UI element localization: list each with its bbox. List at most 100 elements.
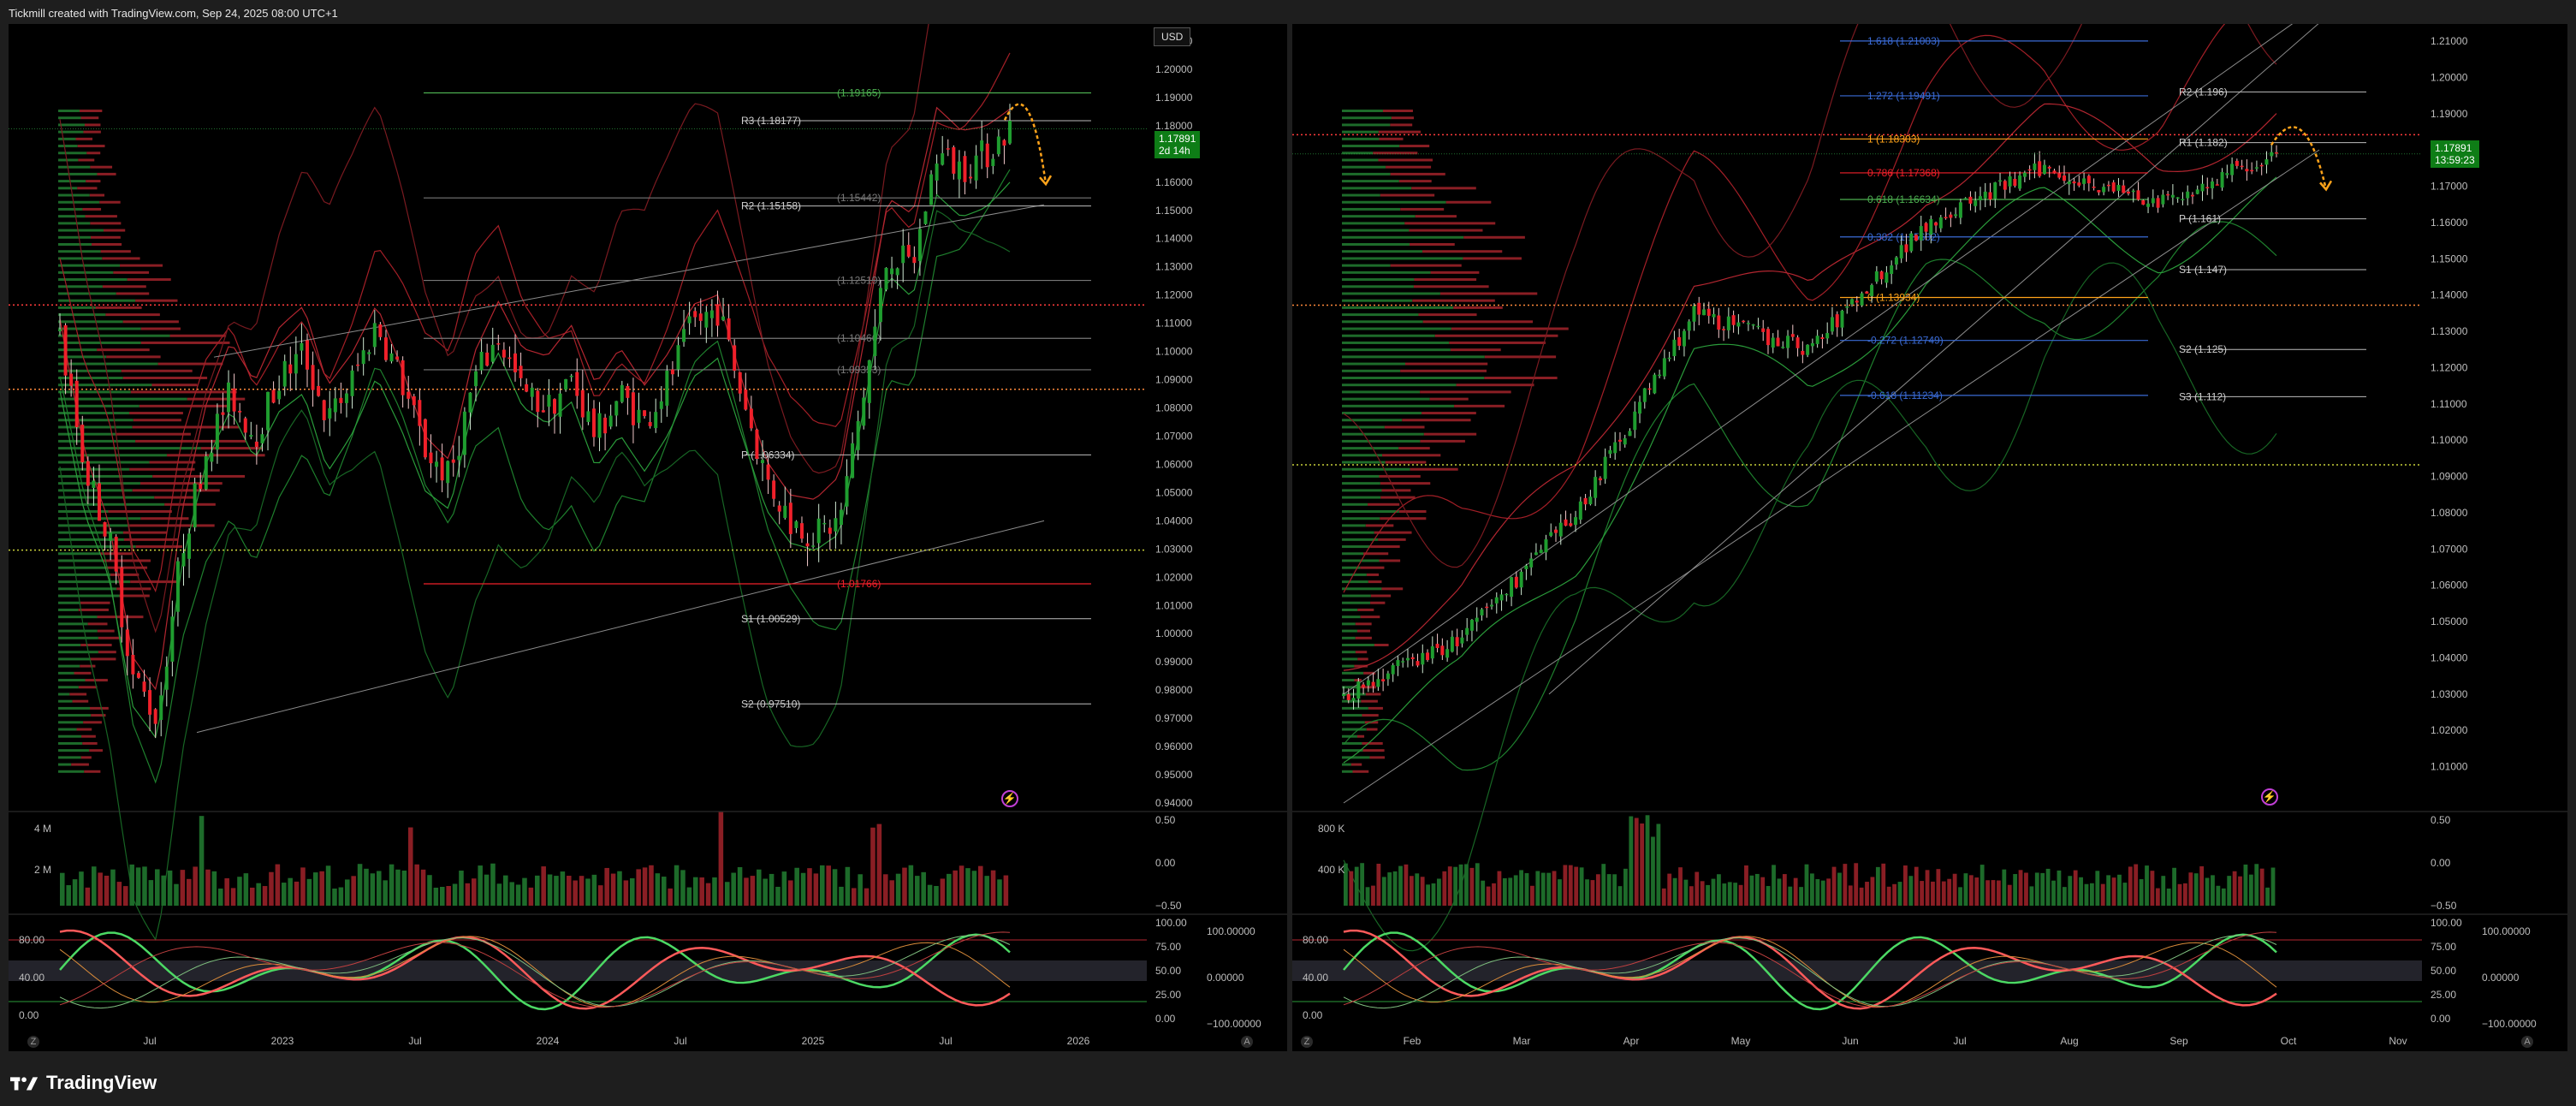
auto-scale-icon[interactable]: A [1241,1036,1253,1048]
volume-bar [135,867,141,906]
candle [1549,523,1553,538]
volume-profile-bar-down [140,517,189,520]
candle [1440,638,1445,660]
candle [1786,330,1790,359]
timezone-icon[interactable]: Z [1301,1036,1313,1048]
volume-profile-bar-up [1342,699,1362,703]
volume-bar [775,886,781,906]
time-label: Feb [1404,1035,1422,1047]
volume-profile-bar-up [1342,502,1368,506]
volume-profile-bar-up [58,622,88,626]
candle [1766,326,1770,354]
volume-profile-bar-up [58,734,82,738]
tradingview-logo[interactable]: TradingView [10,1072,157,1094]
volume-bar [1612,874,1617,906]
candle [125,615,129,676]
timezone-icon[interactable]: Z [27,1036,39,1048]
volume-profile-bar-up [58,292,116,295]
volume-bar [2227,876,2232,906]
volume-profile-bar-down [200,447,263,450]
candle-body [985,143,989,168]
volume-bar [440,886,445,906]
candle [1598,476,1602,485]
projection-arrow [2270,126,2328,190]
volume-bar [1420,877,1425,906]
volume-bar [2221,888,2226,906]
candle-body [1909,233,1914,252]
volume-bar [401,870,407,906]
candle-body [457,455,461,461]
weekly-chart-canvas[interactable]: 1.210001.200001.190001.180001.170001.160… [9,24,1287,1051]
candle-body [1825,333,1830,339]
candle-body [1002,140,1006,146]
volume-bar [623,880,629,906]
volume-bar [858,874,863,906]
auto-scale-icon[interactable]: A [2521,1036,2533,1048]
volume-bar [1744,865,1748,906]
candle [1346,688,1350,704]
flash-icon[interactable]: ⚡ [1001,790,1018,807]
candle-body [187,533,192,559]
candle [917,218,922,276]
candle-body [586,411,591,422]
volume-bar [218,888,223,906]
volume-profile-bar-up [1342,552,1364,556]
candle-body [1475,617,1479,622]
candle [1623,434,1627,448]
brand-name: TradingView [46,1072,157,1093]
currency-button[interactable]: USD [1154,27,1191,46]
candle [698,298,703,336]
candle [755,428,759,465]
volume-profile-bar-up [1342,622,1356,626]
volume-bar [1843,864,1848,906]
candle-body [783,505,787,519]
candle-body [1682,330,1686,347]
volume-profile-bar-down [1430,271,1480,274]
candle [1608,445,1612,459]
volume-profile-bar-up [58,341,141,344]
volume-bar [990,870,996,906]
volume-bar [1381,877,1386,906]
volume-profile-bar-up [1342,278,1415,282]
volume-bar [1689,886,1694,906]
candle [1426,649,1430,663]
volume-profile-bar-down [1390,172,1445,175]
volume-bar [997,879,1002,906]
volume-profile-bar-down [119,594,150,598]
candle [1524,563,1528,580]
volume-profile-bar-up [1342,257,1463,260]
volume-profile-bar-down [1484,377,1558,379]
candle [170,600,175,677]
price-tick-label: 1.08000 [2431,507,2468,519]
volume-bar [294,881,300,906]
chart-panel-left[interactable]: 1.210001.200001.190001.180001.170001.160… [9,24,1287,1051]
volume-bar [1711,878,1716,906]
volume-profile-bar-down [1354,679,1362,682]
time-label: 2025 [802,1035,825,1047]
volume-profile [1342,110,1569,773]
volume-profile-bar-up [1342,651,1356,654]
candle-body [210,452,214,462]
candle [260,427,264,452]
volume-profile-bar-down [83,130,101,134]
volume-bar [820,865,825,906]
flash-icon[interactable]: ⚡ [2261,788,2278,806]
daily-chart-canvas[interactable]: 1.210001.200001.190001.180001.170001.160… [1292,24,2567,1051]
candle [131,639,135,689]
chart-panel-right[interactable]: 1.210001.200001.190001.180001.170001.160… [1292,24,2567,1051]
candle-body [333,398,337,413]
candle-body [2275,152,2278,154]
volume-bar [1968,875,1974,906]
volume-profile-bar-up [58,454,168,457]
candle-body [738,372,742,394]
projection-arrowhead [2319,180,2333,192]
volume-profile-bar-up [58,693,70,696]
candle-body [1445,649,1450,658]
candle-body [1505,593,1509,596]
candle-body [867,360,871,403]
volume-bar [1398,865,1403,906]
volume-bar [262,886,268,906]
volume-bar [1502,877,1507,906]
candle [350,365,354,409]
volume-bar [515,884,521,906]
